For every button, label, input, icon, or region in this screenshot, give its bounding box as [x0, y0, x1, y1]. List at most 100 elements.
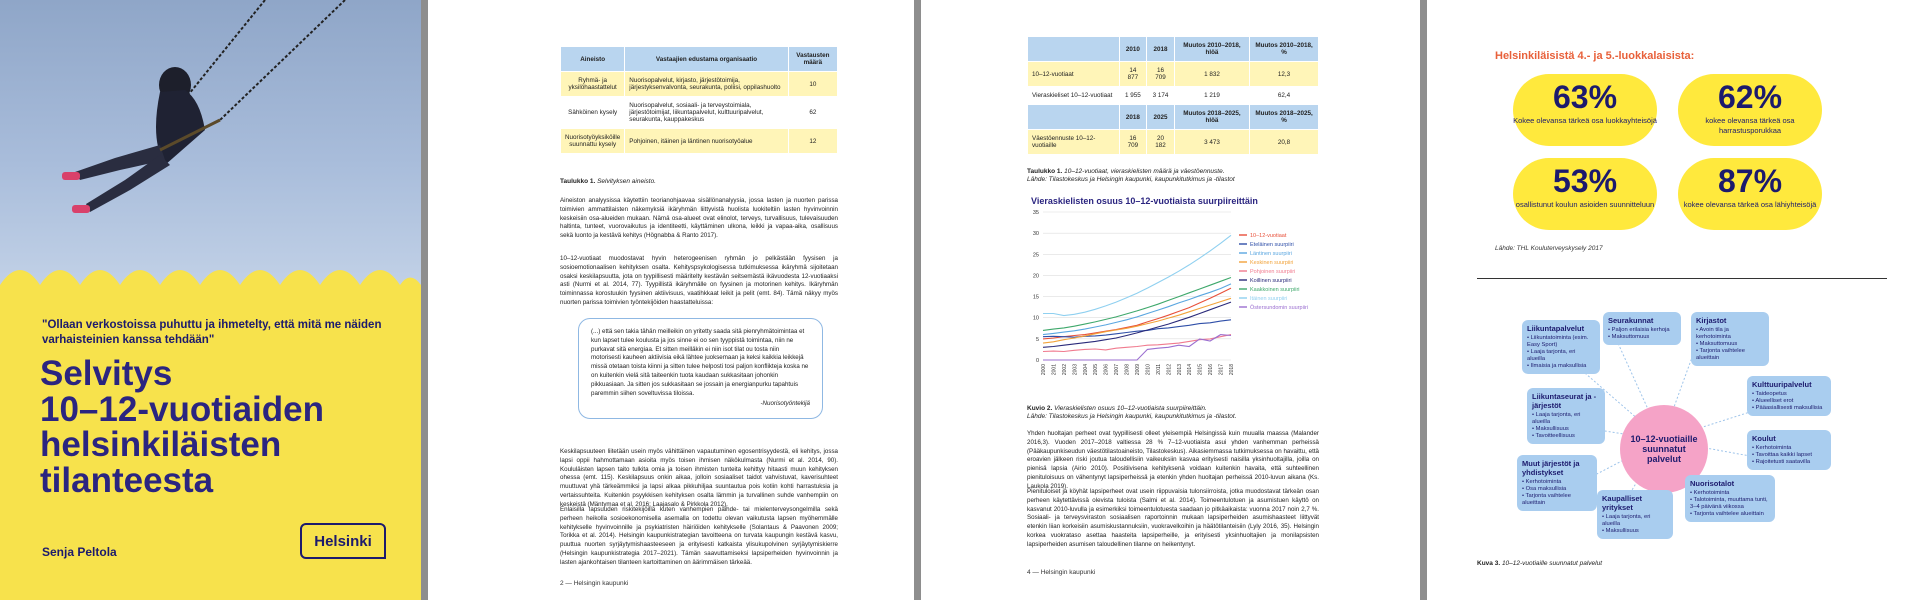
x-tick-label: 2007 [1114, 364, 1120, 375]
quote-author: -Nuorisotyöntekijä [760, 400, 810, 408]
x-tick-label: 2008 [1125, 364, 1131, 375]
series-line [1042, 319, 1232, 338]
series-line [1042, 301, 1232, 348]
body-paragraph: 10–12-vuotiaat muodostavat hyvin heterog… [560, 255, 838, 306]
divider [1477, 278, 1887, 279]
x-tick-label: 2011 [1156, 364, 1162, 375]
x-tick-label: 2016 [1208, 364, 1214, 375]
stat-label: osallistunut koulun asioiden suunnittelu… [1515, 200, 1655, 209]
stat-label: Kokee olevansa tärkeä osa luokkayhteisöj… [1513, 116, 1657, 125]
legend-entry: Eteläinen suurpiiri [1250, 242, 1294, 248]
table-row: Sähköinen kysely Nuorisopalvelut, sosiaa… [559, 96, 839, 129]
cover-quote: "Ollaan verkostoissa puhuttu ja ihmetelt… [42, 319, 382, 346]
legend-entry: Östersundomin suurpiiri [1250, 304, 1308, 311]
stats-heading: Helsinkiläisistä 4.- ja 5.-luokkalaisist… [1495, 50, 1695, 62]
stat-pill: 53% osallistunut koulun asioiden suunnit… [1513, 158, 1657, 230]
service-node: Liikuntapalvelut Liikuntatoiminta (esim.… [1522, 320, 1600, 374]
data-sources-table: Aineisto Vastaajien edustama organisaati… [559, 46, 839, 154]
x-tick-label: 2004 [1083, 364, 1089, 375]
table-row: Väestöennuste 10–12-vuotiaille 16 709 20… [1027, 129, 1319, 155]
table-row: Vieraskieliset 10–12-vuotiaat 1 955 3 17… [1027, 86, 1319, 105]
legend-entry: Kaakkoinen suurpiiri [1250, 287, 1300, 293]
series-line [1042, 334, 1232, 353]
figure-caption: Kuvio 2. Vieraskielisten osuus 10–12-vuo… [1027, 405, 1237, 421]
series-line [1042, 276, 1232, 331]
table-row: Nuorisotyöyksiköille suunnattu kysely Po… [559, 128, 839, 154]
quote-text: (...) että sen takia tähän meilleikin on… [591, 328, 809, 397]
stat-value: 62% [1717, 79, 1783, 115]
series-line [1042, 283, 1232, 336]
x-tick-label: 2012 [1166, 364, 1172, 375]
title-line: Selvitys [40, 354, 173, 393]
table-header: Aineisto [559, 46, 626, 72]
y-tick-label: 25 [1033, 252, 1039, 258]
page-3: 2010 2018 Muutos 2010–2018, hlöä Muutos … [921, 0, 1420, 600]
body-paragraph: Pienituloiset ja köyhät lapsiperheet ova… [1027, 488, 1319, 548]
title-line: helsinkiläisten [40, 425, 282, 465]
x-tick-label: 2013 [1177, 364, 1183, 375]
chart-title: Vieraskielisten osuus 10–12-vuotiaista s… [1031, 196, 1258, 206]
service-node: Muut järjestöt ja yhdistykset Kerhotoimi… [1517, 455, 1597, 511]
line-chart: Vieraskielisten osuus 10–12-vuotiaista s… [1031, 196, 1308, 375]
series-line [1042, 297, 1232, 344]
stat-value: 63% [1552, 79, 1618, 115]
quote-bubble: (...) että sen takia tähän meilleikin on… [578, 318, 823, 420]
stat-pill: 63% Kokee olevansa tärkeä osa luokkayhte… [1513, 74, 1657, 146]
table-row: Ryhmä- ja yksilöhaastattelut Nuorisopalv… [559, 71, 839, 97]
stat-value: 53% [1552, 163, 1618, 199]
stat-label: kokee olevansa tärkeä osa lähiyhteisöjä [1683, 200, 1817, 209]
table-caption: Taulukko 1. 10–12-vuotiaat, vieraskielis… [1027, 168, 1235, 184]
table-caption: Taulukko 1. Selvityksen aineisto. [560, 178, 656, 185]
x-tick-label: 2003 [1072, 364, 1078, 375]
service-node: Kaupalliset yritykset Laaja tarjonta, er… [1597, 490, 1673, 539]
legend-entry: Läntinen suurpiiri [1250, 251, 1292, 257]
cover-title: Selvitys 10–12-vuotiaiden helsinkiläiste… [40, 356, 400, 499]
figure-caption: Kuva 3. 10–12-vuotiaille suunnatut palve… [1477, 560, 1603, 567]
body-paragraph: Enlaisilla lapsuuden riskitekijöillä kut… [560, 506, 838, 566]
service-node: Seurakunnat Paljon erilaisia kerhojaMaks… [1603, 312, 1681, 345]
title-line: tilanteesta [40, 461, 214, 501]
service-node: Koulut KerhotoimintaTavoittaa kaikki lap… [1747, 430, 1831, 470]
table-header: Vastausten määrä [787, 46, 839, 72]
service-node: Liikuntaseurat ja -järjestöt Laaja tarjo… [1527, 388, 1605, 444]
service-node: Kirjastot Avoin tila ja kerhotoimintaMak… [1691, 312, 1769, 366]
cover-photo [0, 0, 421, 300]
y-tick-label: 30 [1033, 231, 1039, 237]
series-line [1042, 287, 1232, 340]
x-tick-label: 2001 [1051, 364, 1057, 375]
body-paragraph: Yhden huoltajan perheet ovat tyypillises… [1027, 430, 1319, 490]
y-tick-label: 5 [1036, 337, 1039, 343]
service-node: Kulttuuripalvelut TaideopetusAlueelliset… [1747, 376, 1831, 416]
y-tick-label: 15 [1033, 295, 1039, 301]
stat-value: 87% [1717, 163, 1783, 199]
legend-entry: Koillinen suurpiiri [1250, 278, 1292, 284]
legend-entry: Keskinen suurpiiri [1250, 260, 1293, 266]
y-tick-label: 10 [1033, 316, 1039, 322]
legend-entry: 10–12-vuotiaat [1250, 233, 1287, 239]
body-paragraph: Aineiston analyysissa käytettiin teorian… [560, 197, 838, 240]
table-header: Vastaajien edustama organisaatio [624, 46, 789, 72]
body-paragraph: Keskilapsuuteen liitetään usein myös väh… [560, 448, 838, 508]
swing-illustration [62, 0, 346, 213]
x-tick-label: 2017 [1219, 364, 1225, 375]
legend-entry: Itäinen suurpiiri [1250, 296, 1287, 302]
service-node: Nuorisotalot KerhotoimintaTalotoiminta, … [1685, 475, 1775, 522]
cover-author: Senja Peltola [42, 545, 117, 559]
population-table: 2010 2018 Muutos 2010–2018, hlöä Muutos … [1027, 36, 1319, 155]
y-tick-label: 20 [1033, 273, 1039, 279]
stats-source: Lähde: THL Kouluterveyskysely 2017 [1495, 245, 1603, 252]
x-tick-label: 2005 [1093, 364, 1099, 375]
page-2: Aineisto Vastaajien edustama organisaati… [428, 0, 914, 600]
y-tick-label: 0 [1036, 358, 1039, 364]
x-tick-label: 2002 [1062, 364, 1068, 375]
x-tick-label: 2018 [1229, 364, 1235, 375]
x-tick-label: 2015 [1198, 364, 1204, 375]
page-number: 4 — Helsingin kaupunki [1027, 569, 1096, 576]
x-tick-label: 2006 [1104, 364, 1110, 375]
title-line: 10–12-vuotiaiden [40, 389, 324, 429]
x-tick-label: 2009 [1135, 364, 1141, 375]
page-4: Helsinkiläisistä 4.- ja 5.-luokkalaisist… [1427, 0, 1920, 600]
stat-pill: 62% kokee olevansa tärkeä osa harrastusp… [1678, 74, 1822, 146]
x-tick-label: 2000 [1041, 364, 1047, 375]
cover-page: "Ollaan verkostoissa puhuttu ja ihmetelt… [0, 0, 421, 600]
